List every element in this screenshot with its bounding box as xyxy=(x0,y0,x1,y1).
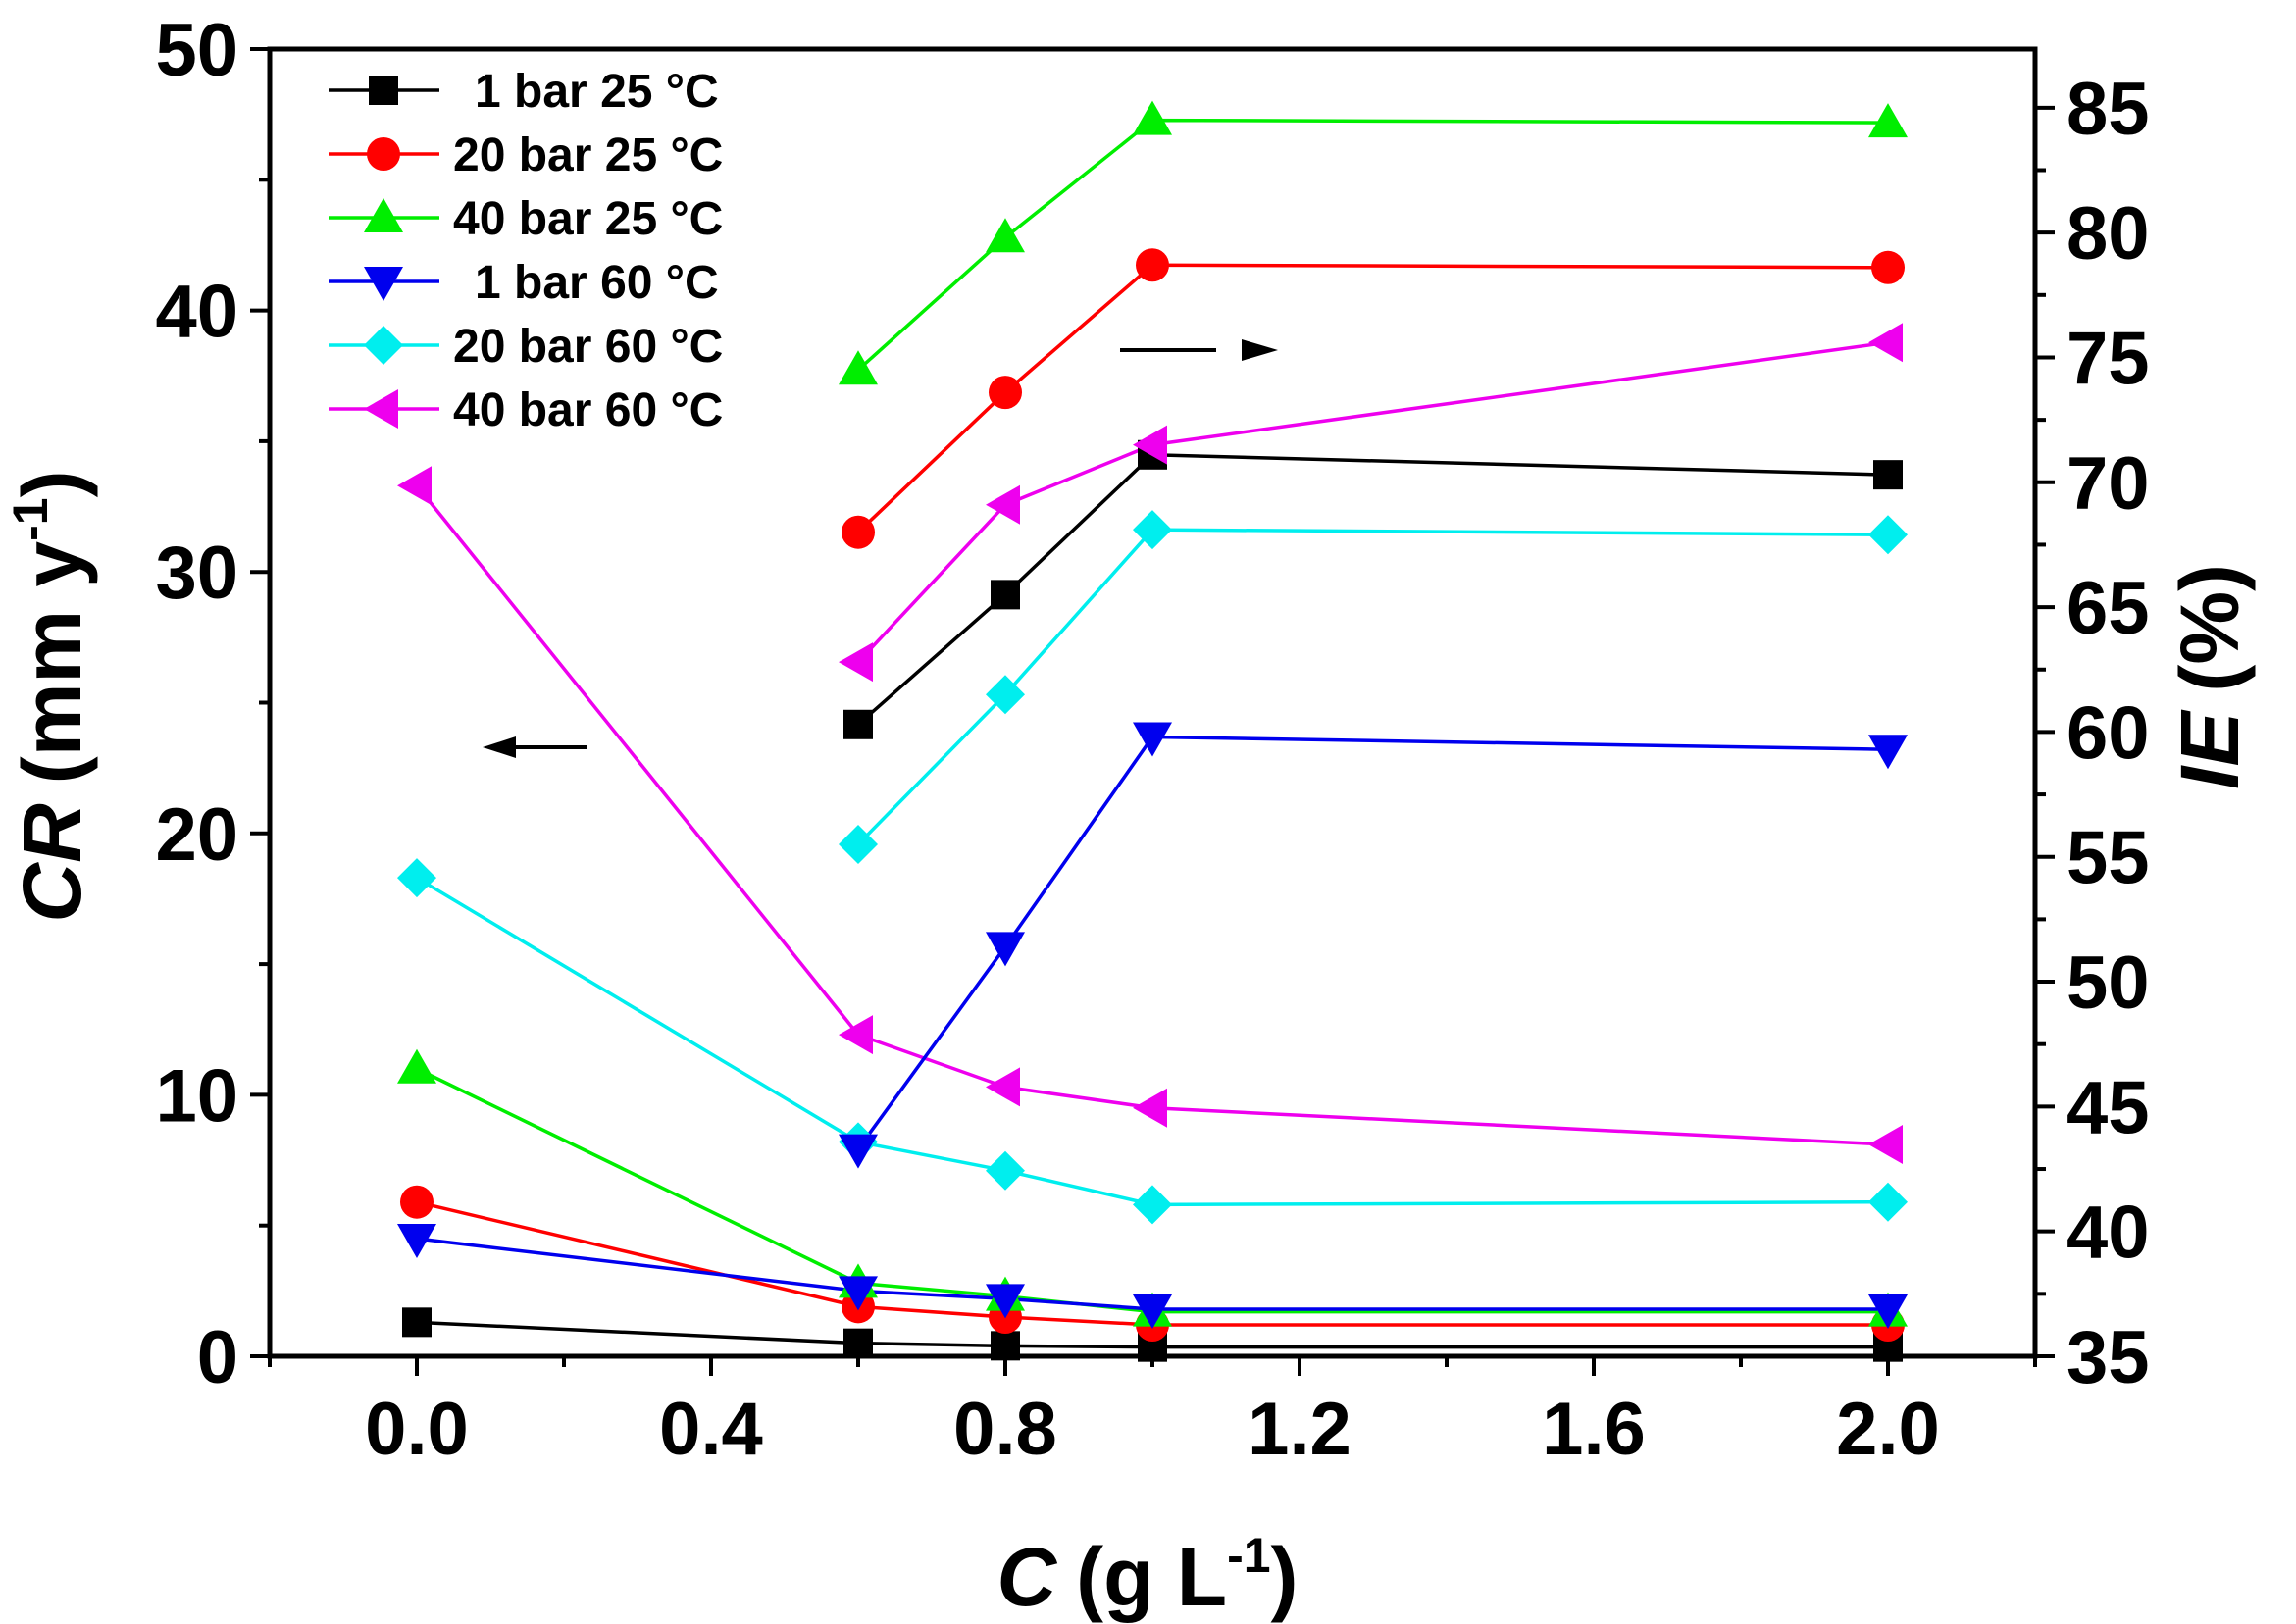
ie-series-point xyxy=(1873,460,1903,490)
right-y-tick-label: 70 xyxy=(2066,442,2150,526)
ie-series-point xyxy=(989,376,1022,410)
legend-label: 40 bar 25 °C xyxy=(453,193,723,245)
right-y-tick-label: 85 xyxy=(2066,68,2150,151)
cr-series-point xyxy=(400,1185,434,1219)
legend-label: 40 bar 60 °C xyxy=(453,384,723,436)
tick-labels: 0.0 0.4 0.8 1.2 1.6 2.0 0 10 20 30 40 50 35 40 45 50 55 6… xyxy=(155,9,2149,1471)
right-y-tick-label: 35 xyxy=(2066,1316,2150,1399)
x-axis-title: C (g L-1) xyxy=(996,1528,1298,1623)
right-y-tick-label: 75 xyxy=(2066,317,2150,400)
legend: 1 bar 25 °C 20 bar 25 °C 40 bar 25 °C 1 bar… xyxy=(329,66,723,436)
cr-series-point xyxy=(1868,1182,1908,1222)
left-y-tick-label: 30 xyxy=(155,532,238,615)
right-y-tick-label: 60 xyxy=(2066,691,2150,775)
x-tick-label: 0.8 xyxy=(953,1388,1057,1471)
ie-series-point xyxy=(1133,425,1167,465)
ie-series-point xyxy=(842,515,875,549)
legend-marker xyxy=(369,76,398,105)
legend-marker xyxy=(364,267,403,301)
cr-series-point xyxy=(1868,1294,1908,1330)
ie-series-line xyxy=(856,263,1889,533)
x-tick-label: 2.0 xyxy=(1836,1388,1940,1471)
x-tick-label: 0.4 xyxy=(659,1388,763,1471)
cr-series-point xyxy=(397,1048,436,1084)
left-y-tick-label: 40 xyxy=(155,271,238,354)
left-y-tick-label: 0 xyxy=(197,1316,238,1399)
cr-series-point xyxy=(1868,1125,1903,1165)
left-y-tick-label: 10 xyxy=(155,1054,238,1138)
ie-series-point xyxy=(991,580,1020,610)
right-y-tick-label: 65 xyxy=(2066,567,2150,650)
cr-series-point xyxy=(986,1150,1025,1191)
ie-series-point xyxy=(986,675,1025,715)
cr-series-point xyxy=(839,1015,873,1055)
left-arrow xyxy=(483,736,587,758)
ticks xyxy=(250,47,2055,1376)
right-y-tick-label: 45 xyxy=(2066,1066,2150,1149)
ie-series-point xyxy=(986,484,1020,525)
cr-series-point xyxy=(986,1284,1025,1319)
cr-series-point xyxy=(402,1307,432,1338)
cr-series-point xyxy=(839,1276,878,1311)
ie-series-point xyxy=(1868,515,1908,555)
ie-series-line xyxy=(856,118,1889,372)
right-y-axis-title: IE(%) xyxy=(2164,564,2256,789)
ie-series-point xyxy=(1868,735,1908,770)
right-arrow xyxy=(1120,339,1278,361)
cr-series-point xyxy=(397,858,436,898)
legend-marker xyxy=(367,137,400,171)
right-y-tick-label: 55 xyxy=(2066,817,2150,900)
ie-series-point xyxy=(1868,103,1908,138)
legend-label: 20 bar 60 °C xyxy=(453,321,723,373)
left-y-tick-label: 20 xyxy=(155,793,238,877)
ie-series-point xyxy=(839,642,873,683)
ie-series-point xyxy=(839,825,878,865)
ie-series-point xyxy=(839,350,878,385)
ie-series-point xyxy=(1133,510,1172,550)
cr-series-point xyxy=(986,1067,1020,1107)
cr-series-point xyxy=(843,1328,873,1358)
ie-series-point xyxy=(1133,722,1172,757)
left-y-axis-title: CR(mm y-1) xyxy=(3,470,98,922)
ie-series-point xyxy=(986,932,1025,967)
cr-series-point xyxy=(1133,1088,1167,1128)
legend-label: 20 bar 25 °C xyxy=(453,129,723,181)
legend-marker xyxy=(364,326,403,365)
ie-series-point xyxy=(1871,250,1905,284)
ie-series-point xyxy=(839,1134,878,1169)
ie-series-point xyxy=(843,709,873,739)
ie-series-point xyxy=(1133,100,1172,135)
cr-series-point xyxy=(1133,1294,1172,1330)
left-y-tick-label: 50 xyxy=(155,9,238,92)
right-y-tick-label: 50 xyxy=(2066,941,2150,1025)
ie-series-point xyxy=(1868,323,1903,363)
ie-series-point xyxy=(986,218,1025,253)
cr-series-point xyxy=(1133,1185,1172,1225)
ie-series-line xyxy=(856,340,1889,664)
x-tick-label: 1.6 xyxy=(1542,1388,1646,1471)
ie-series-point xyxy=(1136,248,1169,282)
x-tick-label: 1.2 xyxy=(1248,1388,1352,1471)
right-y-tick-label: 40 xyxy=(2066,1192,2150,1275)
legend-label: 1 bar 60 °C xyxy=(475,257,719,309)
legend-label: 1 bar 25 °C xyxy=(475,66,719,118)
cr-series-point xyxy=(397,466,432,506)
ie-series-line xyxy=(856,528,1889,846)
legend-marker xyxy=(364,198,403,232)
ie-series-line xyxy=(856,453,1889,727)
ie-series-line xyxy=(856,735,1889,1150)
legend-marker xyxy=(364,389,398,429)
right-y-tick-label: 80 xyxy=(2066,192,2150,276)
x-tick-label: 0.0 xyxy=(365,1388,469,1471)
cr-series-point xyxy=(397,1224,436,1259)
